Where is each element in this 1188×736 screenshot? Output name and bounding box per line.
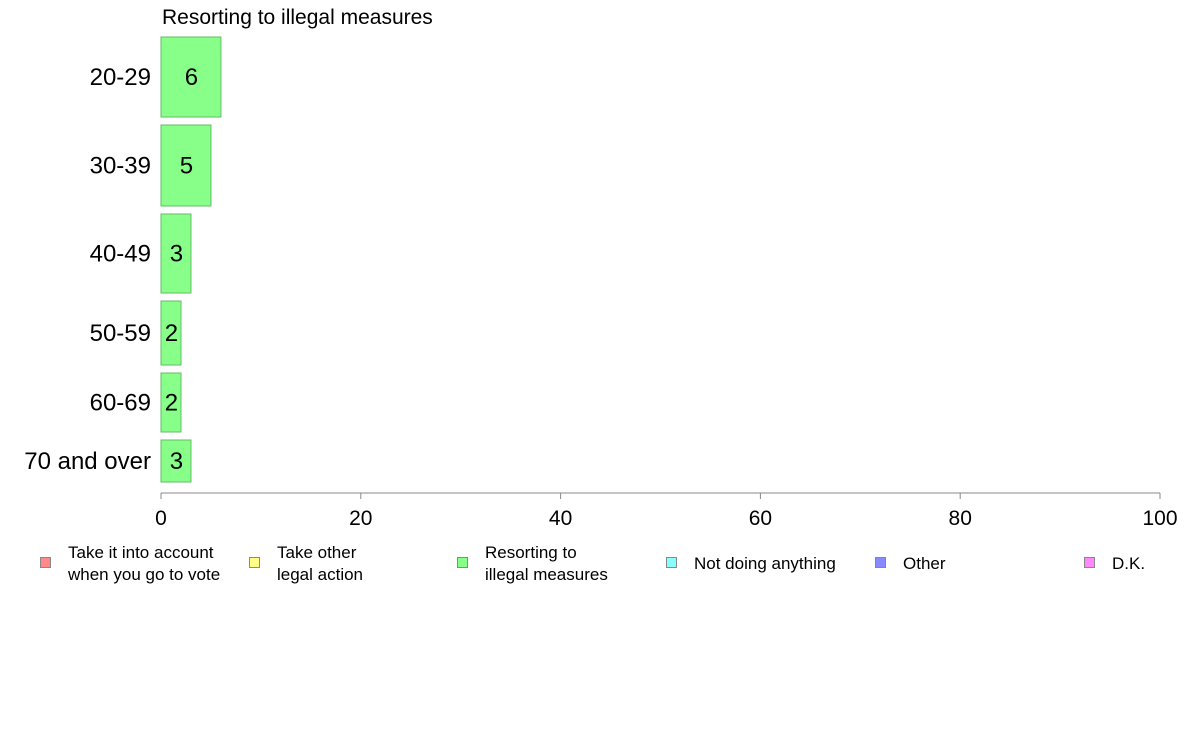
category-label: 30-39 [90,153,151,180]
bar [160,300,182,366]
category-label: 70 and over [24,448,151,475]
legend-label: Resorting to illegal measures [485,543,608,584]
chart-title: Resorting to illegal measures [162,6,433,29]
legend-item: Not doing anything [666,553,836,575]
x-tick-label: 40 [549,507,572,530]
bar [160,124,212,207]
bars-group: 20-29 6 30-39 5 40-49 3 50-59 2 60-69 2 70 and ove… [24,36,222,483]
legend-label: Take other legal action [277,543,364,584]
bar-value-label: 3 [170,448,183,475]
legend-swatch [457,557,468,568]
x-tick-label: 0 [155,507,167,530]
legend-item: Take it into account when you go to vote [40,542,220,586]
category-label: 60-69 [90,390,151,417]
bar-value-label: 5 [180,153,193,180]
x-axis: 0 20 40 60 80 100 [155,492,1178,530]
legend-item: Take other legal action [249,542,363,586]
bar-value-label: 3 [170,241,183,268]
legend-item: D.K. [1084,553,1145,575]
bar [160,213,192,294]
category-label: 40-49 [90,241,151,268]
legend-swatch [875,557,886,568]
category-label: 50-59 [90,320,151,347]
legend-swatch [666,557,677,568]
legend-swatch [249,557,260,568]
x-tick-label: 80 [949,507,972,530]
legend: Take it into account when you go to vote… [0,542,1188,592]
chart: Resorting to illegal measures 20-29 6 30-3… [24,6,1178,530]
legend-label: D.K. [1112,554,1146,573]
bar-value-label: 2 [165,390,178,417]
bar-value-label: 6 [185,64,198,91]
bar [160,372,182,433]
bar [160,439,192,483]
legend-swatch [1084,557,1095,568]
legend-item: Other [875,553,946,575]
category-label: 20-29 [90,64,151,91]
legend-swatch [40,557,51,568]
x-tick-label: 60 [749,507,772,530]
bar [160,36,222,118]
x-tick-label: 100 [1142,507,1177,530]
legend-label: Not doing anything [694,554,836,573]
x-tick-label: 20 [349,507,372,530]
legend-label: Take it into account when you go to vote [68,543,221,584]
legend-item: Resorting to illegal measures [457,542,608,586]
bar-value-label: 2 [165,320,178,347]
legend-label: Other [903,554,946,573]
